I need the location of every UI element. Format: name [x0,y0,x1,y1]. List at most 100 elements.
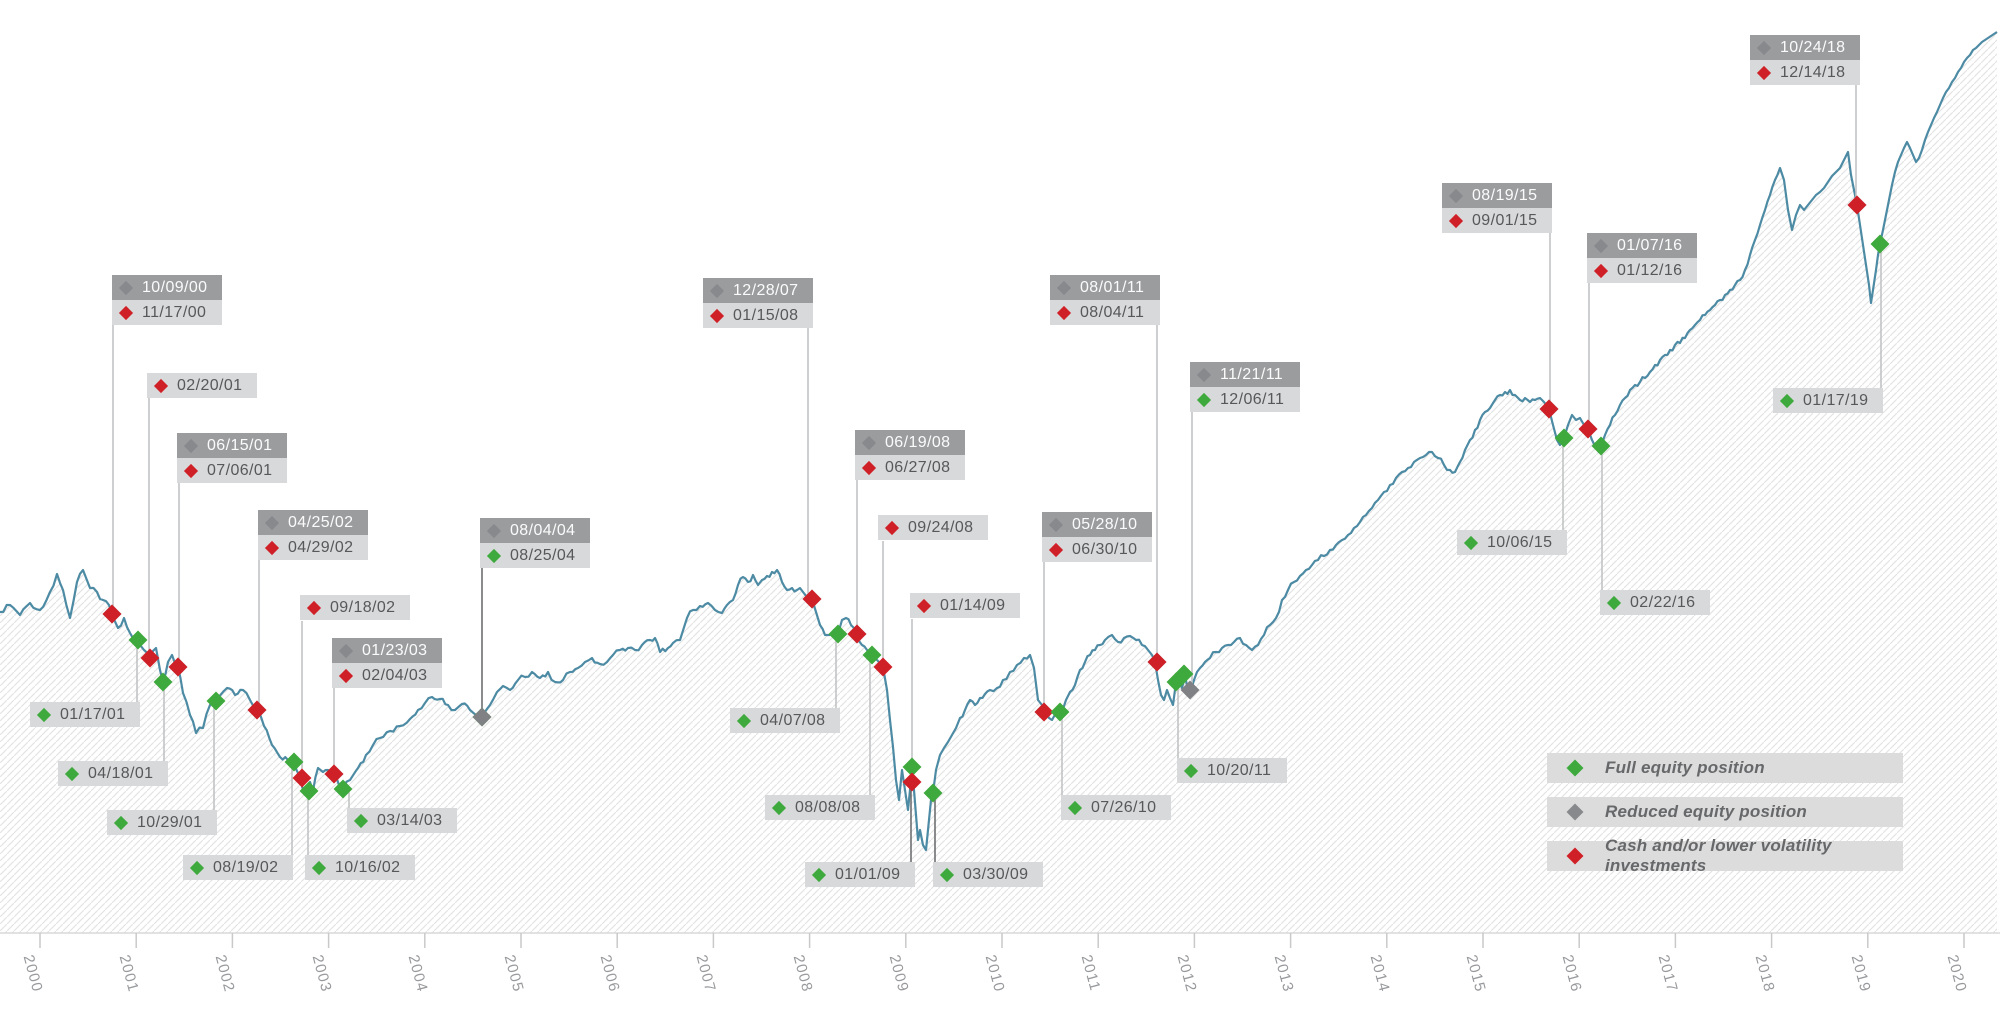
callout-012303-020403: 01/23/03 02/04/03 [332,638,442,688]
callout-080111-080411: 08/01/11 08/04/11 [1050,275,1160,325]
cash-diamond-icon [1566,847,1584,865]
cash-diamond-icon [153,378,169,393]
full-diamond-icon [36,707,52,722]
callout-022216: 02/22/16 [1600,590,1710,615]
callout-row: 10/09/00 [112,275,222,300]
callout-date: 10/24/18 [1780,38,1846,56]
callout-date: 06/15/01 [207,436,273,454]
callout-row: 10/20/11 [1177,758,1287,783]
cash-diamond-icon [1756,65,1772,80]
callout-row: 06/27/08 [855,455,965,480]
cash-position-marker-icon [102,604,122,624]
callout-061908-062708: 06/19/08 06/27/08 [855,430,965,480]
callout-date: 08/19/02 [213,858,279,876]
callout-date: 08/08/08 [795,798,861,816]
legend-label: Reduced equity position [1605,802,1808,821]
reduced-diamond-icon [1196,367,1212,382]
callout-010109: 01/01/09 [805,862,915,887]
callout-040708: 04/07/08 [730,708,840,733]
callout-row: 01/12/16 [1587,258,1697,283]
callout-date: 08/19/15 [1472,186,1538,204]
callout-date: 02/22/16 [1630,593,1696,611]
reduced-diamond-icon [486,523,502,538]
callout-row: 12/28/07 [703,278,813,303]
reduced-diamond-icon [183,438,199,453]
callout-row: 12/14/18 [1750,60,1860,85]
cash-position-marker-icon [873,657,893,677]
callout-date: 06/19/08 [885,433,951,451]
callout-081915-090115: 08/19/15 09/01/15 [1442,183,1552,233]
full-position-marker-icon [828,624,848,644]
full-diamond-icon [1183,763,1199,778]
cash-diamond-icon [1048,542,1064,557]
callout-row: 12/06/11 [1190,387,1300,412]
callout-052810-063010: 05/28/10 06/30/10 [1042,512,1152,562]
callout-011719: 01/17/19 [1773,388,1883,413]
callout-date: 05/28/10 [1072,515,1138,533]
callout-081902: 08/19/02 [183,855,293,880]
callout-date: 12/06/11 [1220,390,1285,408]
callout-122807-011508: 12/28/07 01/15/08 [703,278,813,328]
legend: Full equity position Reduced equity posit… [1547,753,1903,885]
full-diamond-icon [811,867,827,882]
cash-diamond-icon [338,668,354,683]
callout-row: 02/20/01 [147,373,257,398]
callout-date: 01/07/16 [1617,236,1683,254]
full-diamond-icon [1196,392,1212,407]
cash-diamond-icon [183,463,199,478]
full-position-marker-icon [902,757,922,777]
callout-date: 08/25/04 [510,546,576,564]
cash-diamond-icon [1593,263,1609,278]
legend-item-reduced: Reduced equity position [1547,797,1903,827]
callout-row: 01/14/09 [910,593,1020,618]
callout-row: 04/29/02 [258,535,368,560]
callout-row: 03/30/09 [933,862,1043,887]
cash-diamond-icon [709,308,725,323]
callout-022001: 02/20/01 [147,373,257,398]
callout-080404-082504: 08/04/04 08/25/04 [480,518,590,568]
full-position-marker-icon [333,779,353,799]
cash-diamond-icon [916,598,932,613]
callout-date: 09/01/15 [1472,211,1538,229]
callout-row: 08/19/02 [183,855,293,880]
full-diamond-icon [1463,535,1479,550]
full-diamond-icon [1566,759,1584,777]
callout-date: 04/07/08 [760,711,826,729]
callout-row: 03/14/03 [347,808,457,833]
reduced-diamond-icon [1756,40,1772,55]
cash-position-marker-icon [847,624,867,644]
cash-position-marker-icon [292,768,312,788]
callout-date: 01/17/19 [1803,391,1869,409]
full-position-marker-icon [128,630,148,650]
full-position-marker-icon [862,645,882,665]
callout-date: 02/20/01 [177,376,243,394]
callout-date: 01/01/09 [835,865,901,883]
callout-row: 09/01/15 [1442,208,1552,233]
reduced-diamond-icon [709,283,725,298]
legend-label: Full equity position [1605,758,1765,777]
legend-label: Cash and/or lower volatility investments [1605,836,1832,875]
callout-date: 12/28/07 [733,281,799,299]
reduced-diamond-icon [338,643,354,658]
reduced-diamond-icon [1448,188,1464,203]
callout-date: 09/24/08 [908,518,974,536]
callout-row: 08/04/04 [480,518,590,543]
callout-row: 08/08/08 [765,795,875,820]
callout-row: 06/15/01 [177,433,287,458]
full-diamond-icon [1067,800,1083,815]
callout-row: 08/01/11 [1050,275,1160,300]
callout-date: 08/01/11 [1080,278,1145,296]
full-diamond-icon [189,860,205,875]
full-diamond-icon [64,766,80,781]
callout-010716-011216: 01/07/16 01/12/16 [1587,233,1697,283]
full-diamond-icon [1779,393,1795,408]
callout-row: 01/07/16 [1587,233,1697,258]
reduced-diamond-icon [1048,517,1064,532]
callout-102901: 10/29/01 [107,810,217,835]
callout-date: 03/14/03 [377,811,443,829]
callout-date: 07/06/01 [207,461,273,479]
callout-033009: 03/30/09 [933,862,1043,887]
full-diamond-icon [771,800,787,815]
callout-row: 02/04/03 [332,663,442,688]
